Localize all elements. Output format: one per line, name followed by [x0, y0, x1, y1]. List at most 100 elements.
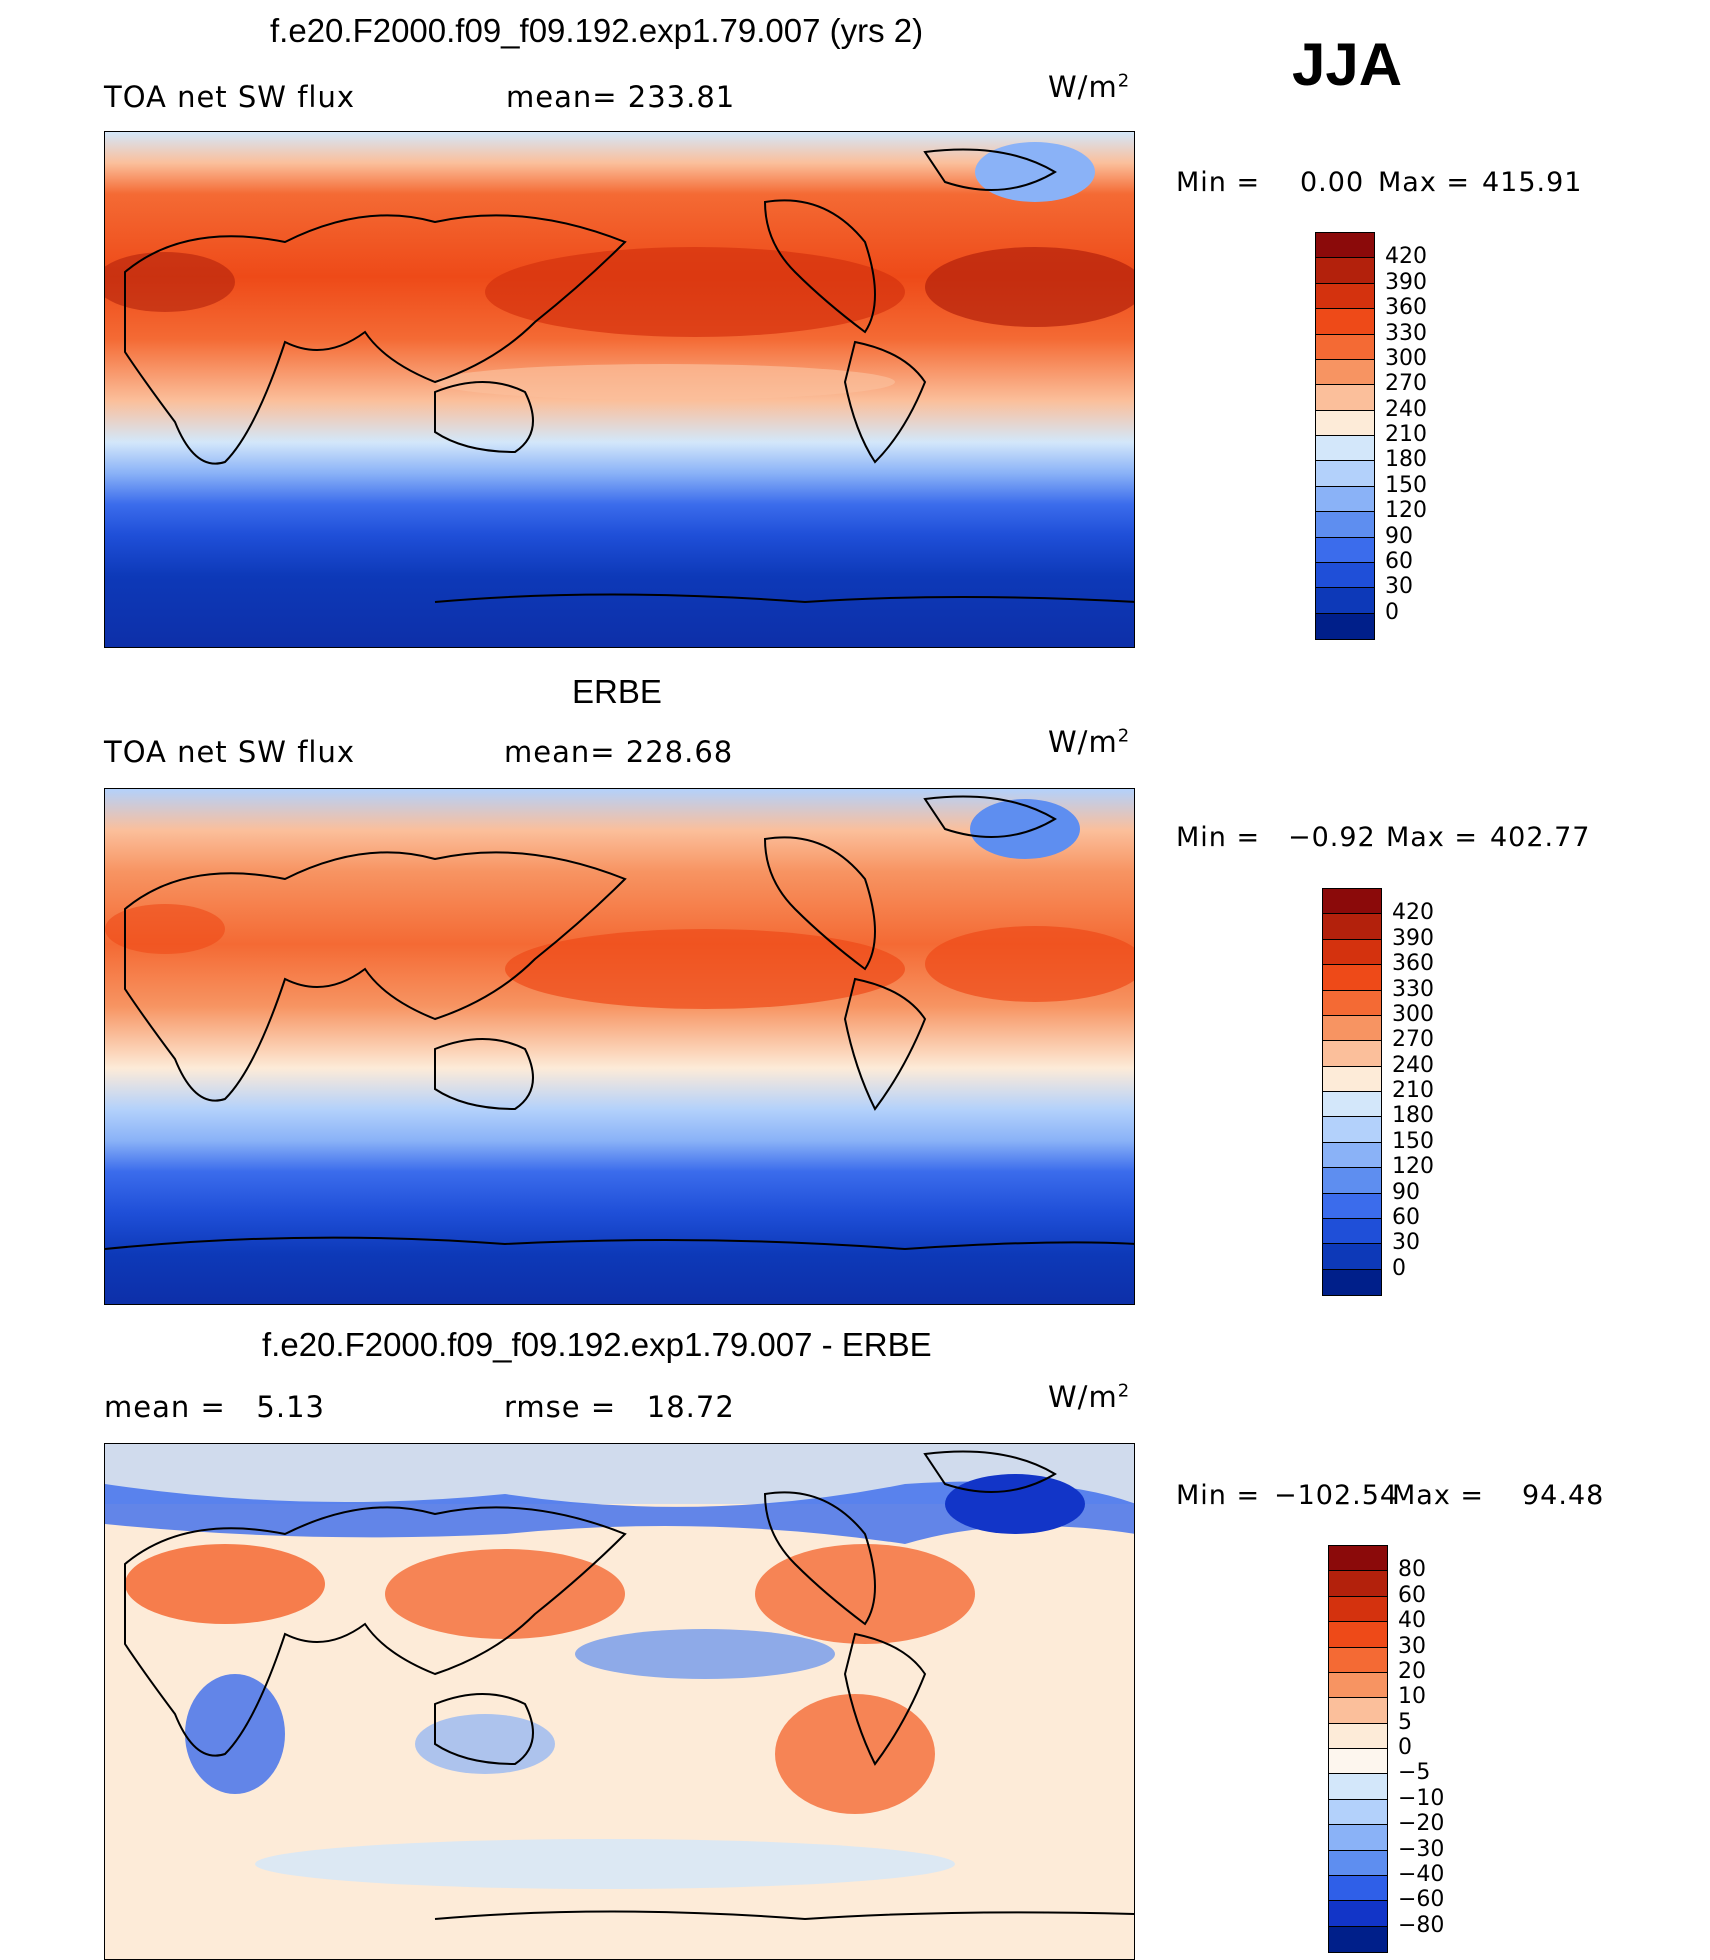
colorbar-segment [1323, 1142, 1381, 1169]
colorbar-segment [1316, 461, 1374, 487]
colorbar-segment [1323, 990, 1381, 1016]
colorbar-tick-label: 270 [1385, 371, 1427, 397]
colorbar-segment [1329, 1825, 1387, 1851]
panel1-min-label: Min = [1176, 167, 1261, 198]
colorbar-segment [1329, 1571, 1387, 1597]
colorbar-segment [1329, 1749, 1387, 1775]
panel1-unit: W/m2 [1048, 70, 1131, 104]
colorbar-tick-label: 420 [1392, 900, 1434, 926]
colorbar-tick-label: 300 [1385, 345, 1427, 371]
colorbar-tick-label: 10 [1398, 1684, 1426, 1710]
colorbar-segment [1323, 914, 1381, 940]
panel1-map [104, 131, 1135, 648]
colorbar-tick-label: 60 [1392, 1204, 1420, 1230]
panel3-map [104, 1443, 1135, 1960]
panel1-max-value: 415.91 [1482, 167, 1583, 198]
panel1-title: f.e20.F2000.f09_f09.192.exp1.79.007 (yrs… [270, 12, 924, 49]
colorbar-tick-label: 30 [1398, 1633, 1426, 1659]
panel2-title: ERBE [572, 673, 662, 710]
panel3-title: f.e20.F2000.f09_f09.192.exp1.79.007 - ER… [262, 1326, 932, 1363]
colorbar-segment [1323, 1193, 1381, 1219]
colorbar-tick-label: 90 [1392, 1179, 1420, 1205]
colorbar-tick-label: 210 [1385, 422, 1427, 447]
colorbar-tick-label: 180 [1385, 447, 1427, 473]
panel2-unit: W/m2 [1048, 725, 1131, 759]
panel2-map-svg [105, 789, 1134, 1304]
panel3-mean-label: mean = 5.13 [104, 1390, 325, 1424]
colorbar-tick-label: 300 [1392, 1001, 1434, 1027]
colorbar-tick-label: 120 [1392, 1154, 1434, 1180]
colorbar-segment [1316, 334, 1374, 360]
colorbar-segment [1323, 1066, 1381, 1092]
colorbar-segment [1323, 1244, 1381, 1270]
colorbar-tick-label: 390 [1385, 269, 1427, 295]
panel2-colorbar [1322, 888, 1382, 1296]
panel3-map-svg [105, 1444, 1134, 1959]
colorbar-tick-label: −20 [1398, 1811, 1445, 1837]
colorbar-tick-label: 60 [1385, 548, 1413, 574]
panel3-rmse-label: rmse = 18.72 [504, 1390, 735, 1424]
colorbar-segment [1316, 258, 1374, 284]
panel2-variable-label: TOA net SW flux [104, 735, 356, 769]
colorbar-tick-label: 60 [1398, 1582, 1426, 1608]
colorbar-tick-label: 360 [1385, 295, 1427, 321]
colorbar-tick-label: 0 [1398, 1735, 1412, 1760]
season-label: JJA [1292, 31, 1403, 98]
colorbar-tick-label: 240 [1385, 396, 1427, 422]
colorbar-segment [1329, 1850, 1387, 1876]
colorbar-segment [1323, 1041, 1381, 1067]
colorbar-segment [1323, 1168, 1381, 1194]
colorbar-tick-label: 80 [1398, 1557, 1426, 1583]
colorbar-segment [1316, 359, 1374, 386]
colorbar-tick-label: 210 [1392, 1078, 1434, 1103]
colorbar-segment [1329, 1672, 1387, 1699]
colorbar-segment [1323, 939, 1381, 966]
panel2-min-label: Min = [1176, 822, 1261, 853]
panel1-variable-label: TOA net SW flux [104, 80, 356, 114]
colorbar-tick-label: 330 [1385, 320, 1427, 346]
colorbar-segment [1316, 233, 1374, 259]
colorbar-tick-label: −40 [1398, 1861, 1445, 1887]
colorbar-segment [1316, 385, 1374, 411]
colorbar-segment [1329, 1698, 1387, 1724]
panel3-unit: W/m2 [1048, 1380, 1131, 1414]
colorbar-tick-label: 360 [1392, 951, 1434, 977]
colorbar-segment [1329, 1723, 1387, 1749]
colorbar-tick-label: 240 [1392, 1052, 1434, 1078]
panel2-min-value: −0.92 [1288, 822, 1376, 853]
colorbar-segment [1316, 283, 1374, 310]
colorbar-tick-label: 150 [1392, 1128, 1434, 1154]
colorbar-segment [1316, 562, 1374, 589]
panel1-colorbar [1315, 232, 1375, 640]
panel2-max-value: 402.77 [1490, 822, 1591, 853]
colorbar-tick-label: −30 [1398, 1836, 1445, 1862]
panel2-mean-label: mean= 228.68 [504, 735, 734, 769]
colorbar-segment [1323, 965, 1381, 991]
colorbar-segment [1316, 436, 1374, 462]
colorbar-segment [1316, 613, 1374, 639]
panel2-max-label: Max = [1386, 822, 1479, 853]
colorbar-segment [1316, 410, 1374, 436]
colorbar-tick-label: 5 [1398, 1709, 1412, 1735]
colorbar-tick-label: −80 [1398, 1912, 1445, 1938]
panel3-max-label: Max = [1392, 1480, 1485, 1511]
colorbar-segment [1323, 1015, 1381, 1042]
colorbar-tick-label: 90 [1385, 523, 1413, 549]
panel3-max-value: 94.48 [1522, 1480, 1605, 1511]
colorbar-segment [1316, 588, 1374, 614]
colorbar-segment [1323, 1117, 1381, 1143]
panel2-map [104, 788, 1135, 1305]
colorbar-segment [1323, 889, 1381, 915]
panel3-min-label: Min = [1176, 1480, 1261, 1511]
colorbar-segment [1329, 1926, 1387, 1952]
colorbar-segment [1329, 1622, 1387, 1648]
colorbar-tick-label: −10 [1398, 1785, 1445, 1811]
colorbar-segment [1329, 1596, 1387, 1623]
colorbar-segment [1323, 1092, 1381, 1118]
panel1-max-label: Max = [1378, 167, 1471, 198]
panel1-map-svg [105, 132, 1134, 647]
colorbar-tick-label: 420 [1385, 244, 1427, 270]
colorbar-tick-label: 20 [1398, 1658, 1426, 1684]
panel3-min-value: −102.54 [1274, 1480, 1399, 1511]
colorbar-segment [1316, 309, 1374, 335]
